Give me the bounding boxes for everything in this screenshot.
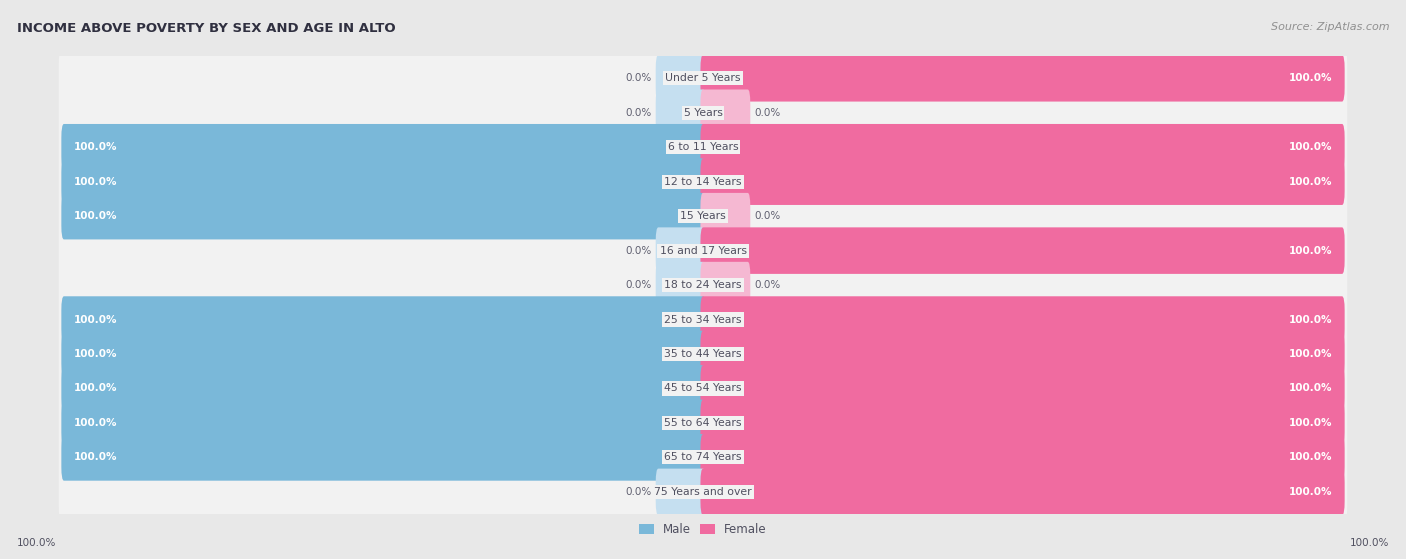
FancyBboxPatch shape bbox=[59, 362, 1347, 415]
Text: 100.0%: 100.0% bbox=[1289, 315, 1333, 325]
FancyBboxPatch shape bbox=[62, 124, 706, 170]
FancyBboxPatch shape bbox=[59, 293, 1347, 346]
Text: 6 to 11 Years: 6 to 11 Years bbox=[668, 142, 738, 152]
Text: 0.0%: 0.0% bbox=[626, 108, 652, 118]
FancyBboxPatch shape bbox=[655, 468, 706, 515]
FancyBboxPatch shape bbox=[62, 193, 706, 239]
FancyBboxPatch shape bbox=[59, 121, 1347, 173]
FancyBboxPatch shape bbox=[59, 466, 1347, 518]
Text: 0.0%: 0.0% bbox=[754, 280, 780, 290]
Text: 100.0%: 100.0% bbox=[1289, 452, 1333, 462]
FancyBboxPatch shape bbox=[59, 259, 1347, 311]
Text: 100.0%: 100.0% bbox=[1289, 177, 1333, 187]
Text: 0.0%: 0.0% bbox=[626, 245, 652, 255]
Text: 65 to 74 Years: 65 to 74 Years bbox=[664, 452, 742, 462]
FancyBboxPatch shape bbox=[700, 55, 1344, 102]
Text: 35 to 44 Years: 35 to 44 Years bbox=[664, 349, 742, 359]
Legend: Male, Female: Male, Female bbox=[634, 518, 772, 541]
FancyBboxPatch shape bbox=[700, 262, 751, 309]
Text: 100.0%: 100.0% bbox=[1289, 349, 1333, 359]
FancyBboxPatch shape bbox=[700, 193, 751, 239]
Text: 100.0%: 100.0% bbox=[1289, 487, 1333, 497]
Text: 100.0%: 100.0% bbox=[73, 315, 117, 325]
FancyBboxPatch shape bbox=[700, 331, 1344, 377]
FancyBboxPatch shape bbox=[700, 228, 1344, 274]
Text: 100.0%: 100.0% bbox=[1289, 73, 1333, 83]
Text: Source: ZipAtlas.com: Source: ZipAtlas.com bbox=[1271, 22, 1389, 32]
Text: 100.0%: 100.0% bbox=[73, 211, 117, 221]
FancyBboxPatch shape bbox=[700, 158, 1344, 205]
Text: INCOME ABOVE POVERTY BY SEX AND AGE IN ALTO: INCOME ABOVE POVERTY BY SEX AND AGE IN A… bbox=[17, 22, 395, 35]
FancyBboxPatch shape bbox=[59, 52, 1347, 105]
Text: 0.0%: 0.0% bbox=[754, 211, 780, 221]
FancyBboxPatch shape bbox=[59, 190, 1347, 243]
FancyBboxPatch shape bbox=[655, 262, 706, 309]
Text: 45 to 54 Years: 45 to 54 Years bbox=[664, 383, 742, 394]
Text: 0.0%: 0.0% bbox=[626, 280, 652, 290]
FancyBboxPatch shape bbox=[59, 431, 1347, 484]
FancyBboxPatch shape bbox=[700, 124, 1344, 170]
Text: 100.0%: 100.0% bbox=[73, 452, 117, 462]
Text: 100.0%: 100.0% bbox=[73, 142, 117, 152]
Text: 100.0%: 100.0% bbox=[1289, 245, 1333, 255]
Text: 5 Years: 5 Years bbox=[683, 108, 723, 118]
Text: 100.0%: 100.0% bbox=[17, 538, 56, 548]
FancyBboxPatch shape bbox=[59, 224, 1347, 277]
Text: 12 to 14 Years: 12 to 14 Years bbox=[664, 177, 742, 187]
FancyBboxPatch shape bbox=[700, 296, 1344, 343]
Text: 55 to 64 Years: 55 to 64 Years bbox=[664, 418, 742, 428]
Text: 100.0%: 100.0% bbox=[1350, 538, 1389, 548]
FancyBboxPatch shape bbox=[62, 400, 706, 446]
FancyBboxPatch shape bbox=[62, 331, 706, 377]
Text: 100.0%: 100.0% bbox=[1289, 383, 1333, 394]
Text: 0.0%: 0.0% bbox=[754, 108, 780, 118]
FancyBboxPatch shape bbox=[700, 468, 1344, 515]
Text: 75 Years and over: 75 Years and over bbox=[654, 487, 752, 497]
FancyBboxPatch shape bbox=[655, 228, 706, 274]
FancyBboxPatch shape bbox=[62, 365, 706, 412]
Text: 16 and 17 Years: 16 and 17 Years bbox=[659, 245, 747, 255]
Text: 100.0%: 100.0% bbox=[73, 418, 117, 428]
Text: 25 to 34 Years: 25 to 34 Years bbox=[664, 315, 742, 325]
FancyBboxPatch shape bbox=[59, 87, 1347, 139]
FancyBboxPatch shape bbox=[655, 89, 706, 136]
Text: 100.0%: 100.0% bbox=[1289, 418, 1333, 428]
FancyBboxPatch shape bbox=[700, 400, 1344, 446]
FancyBboxPatch shape bbox=[700, 89, 751, 136]
FancyBboxPatch shape bbox=[700, 365, 1344, 412]
FancyBboxPatch shape bbox=[59, 397, 1347, 449]
FancyBboxPatch shape bbox=[59, 328, 1347, 380]
FancyBboxPatch shape bbox=[700, 434, 1344, 481]
Text: 0.0%: 0.0% bbox=[626, 487, 652, 497]
Text: 100.0%: 100.0% bbox=[73, 383, 117, 394]
Text: 15 Years: 15 Years bbox=[681, 211, 725, 221]
FancyBboxPatch shape bbox=[62, 434, 706, 481]
FancyBboxPatch shape bbox=[59, 155, 1347, 208]
FancyBboxPatch shape bbox=[62, 296, 706, 343]
Text: Under 5 Years: Under 5 Years bbox=[665, 73, 741, 83]
Text: 100.0%: 100.0% bbox=[73, 349, 117, 359]
FancyBboxPatch shape bbox=[62, 158, 706, 205]
Text: 100.0%: 100.0% bbox=[1289, 142, 1333, 152]
Text: 18 to 24 Years: 18 to 24 Years bbox=[664, 280, 742, 290]
FancyBboxPatch shape bbox=[655, 55, 706, 102]
Text: 0.0%: 0.0% bbox=[626, 73, 652, 83]
Text: 100.0%: 100.0% bbox=[73, 177, 117, 187]
